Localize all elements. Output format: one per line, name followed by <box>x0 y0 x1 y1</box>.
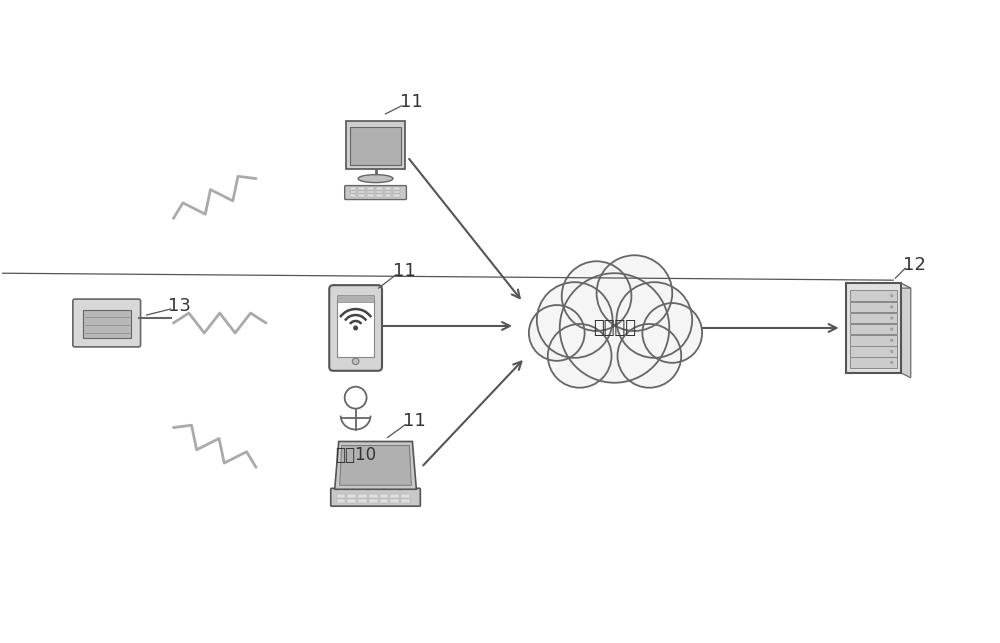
Text: 13: 13 <box>168 297 191 315</box>
Circle shape <box>891 317 893 319</box>
Bar <box>401 500 410 503</box>
FancyBboxPatch shape <box>345 186 406 199</box>
Bar <box>393 187 400 190</box>
Bar <box>367 194 374 197</box>
Bar <box>380 500 388 503</box>
Bar <box>83 310 131 338</box>
Bar <box>358 500 367 503</box>
Bar <box>358 190 365 193</box>
Bar <box>350 194 356 197</box>
Bar <box>369 494 378 498</box>
Polygon shape <box>340 446 411 485</box>
Text: 11: 11 <box>393 262 416 280</box>
Bar <box>385 190 391 193</box>
Bar <box>850 335 897 345</box>
Bar <box>376 187 383 190</box>
Bar <box>380 494 388 498</box>
Bar <box>401 494 410 498</box>
Circle shape <box>562 261 631 331</box>
Circle shape <box>891 350 893 352</box>
Bar <box>337 494 345 498</box>
Bar <box>390 494 399 498</box>
Bar <box>850 324 897 334</box>
Circle shape <box>891 328 893 331</box>
Ellipse shape <box>358 175 393 183</box>
Text: 12: 12 <box>903 256 926 274</box>
Bar <box>350 127 401 165</box>
Circle shape <box>891 361 893 363</box>
Bar <box>337 295 374 302</box>
Bar <box>385 187 391 190</box>
Bar <box>358 494 367 498</box>
Circle shape <box>548 324 612 388</box>
Bar <box>393 190 400 193</box>
Polygon shape <box>901 283 911 377</box>
Bar <box>337 299 374 357</box>
Circle shape <box>354 326 357 330</box>
Text: 11: 11 <box>400 93 423 111</box>
Bar <box>850 291 897 301</box>
Bar <box>358 194 365 197</box>
Bar <box>376 190 383 193</box>
Bar <box>350 190 356 193</box>
Bar <box>350 187 356 190</box>
Bar <box>850 302 897 312</box>
Polygon shape <box>335 442 416 489</box>
Text: 通信网络: 通信网络 <box>593 319 636 337</box>
Circle shape <box>345 386 367 408</box>
Bar <box>850 357 897 368</box>
Bar <box>393 194 400 197</box>
Bar <box>347 500 356 503</box>
Circle shape <box>537 282 613 358</box>
Bar <box>850 312 897 323</box>
Circle shape <box>891 339 893 341</box>
Bar <box>337 500 345 503</box>
Circle shape <box>529 305 585 361</box>
FancyBboxPatch shape <box>329 285 382 371</box>
Bar <box>376 194 383 197</box>
Polygon shape <box>846 283 911 288</box>
FancyBboxPatch shape <box>73 299 141 347</box>
Bar <box>369 500 378 503</box>
Bar <box>346 121 405 168</box>
Circle shape <box>891 306 893 308</box>
Bar <box>846 283 901 373</box>
Text: 用戇10: 用戇10 <box>335 446 376 464</box>
Bar <box>385 194 391 197</box>
Circle shape <box>616 282 692 358</box>
Circle shape <box>642 303 702 363</box>
Circle shape <box>597 255 672 331</box>
Circle shape <box>352 358 359 365</box>
FancyBboxPatch shape <box>331 488 420 506</box>
Circle shape <box>891 294 893 297</box>
Circle shape <box>617 324 681 388</box>
Bar <box>390 500 399 503</box>
Text: 11: 11 <box>403 412 426 430</box>
Bar <box>367 190 374 193</box>
Bar <box>850 346 897 357</box>
Circle shape <box>560 273 669 383</box>
Bar <box>358 187 365 190</box>
Bar <box>367 187 374 190</box>
Bar <box>347 494 356 498</box>
